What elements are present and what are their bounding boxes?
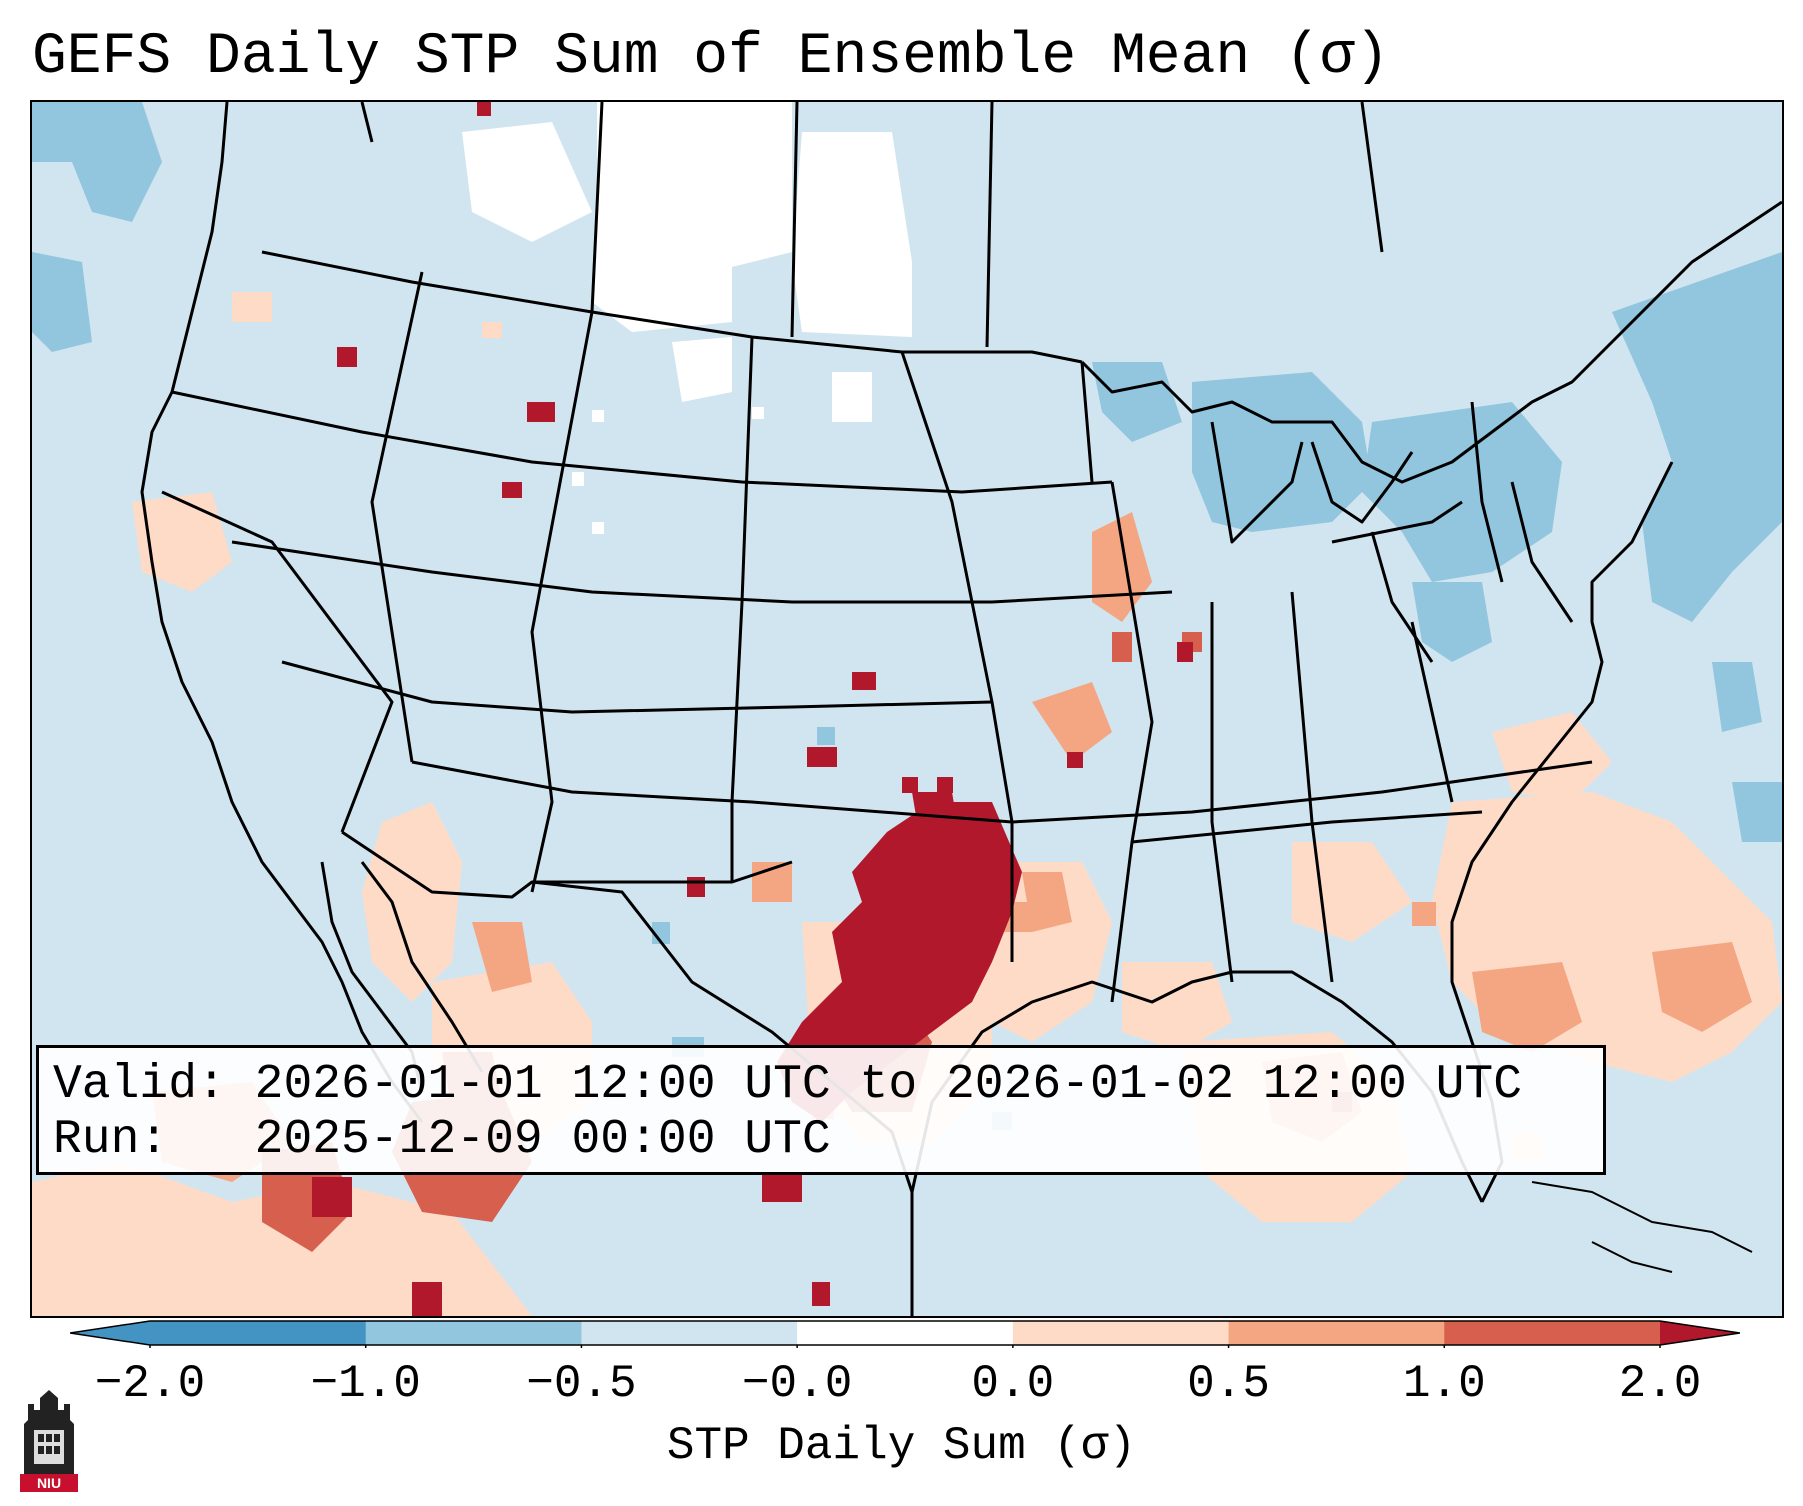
valid-run-info-box: Valid: 2026-01-01 12:00 UTC to 2026-01-0…	[36, 1045, 1606, 1175]
colorbar-label: STP Daily Sum (σ)	[666, 1420, 1137, 1472]
colorbar-tick-label: 1.0	[1402, 1358, 1486, 1410]
colorbar-tick-label: −0.5	[526, 1358, 637, 1410]
colorbar-segment	[797, 1321, 1014, 1345]
colorbar-segment	[581, 1321, 798, 1345]
colorbar-segment	[1228, 1321, 1445, 1345]
logo-text: NIU	[37, 1475, 61, 1491]
colorbar-tick-label: 0.0	[971, 1358, 1055, 1410]
geographic-boundaries	[140, 102, 1782, 1316]
colorbar-extend-low	[70, 1321, 150, 1345]
colorbar-segment	[1444, 1321, 1661, 1345]
colorbar-segment	[365, 1321, 582, 1345]
colorbar-tick-label: −0.0	[741, 1358, 853, 1410]
colorbar-segment	[150, 1321, 367, 1345]
chart-title: GEFS Daily STP Sum of Ensemble Mean (σ)	[32, 25, 1390, 90]
colorbar	[70, 1320, 1740, 1348]
colorbar-tick-label: −2.0	[94, 1358, 206, 1410]
colorbar-tick-label: 0.5	[1187, 1358, 1270, 1410]
colorbar-segments	[70, 1321, 1740, 1348]
field-blue-patches	[32, 102, 1782, 1130]
colorbar-tick-label: 2.0	[1618, 1358, 1702, 1410]
run-time-line: Run: 2025-12-09 00:00 UTC	[53, 1113, 831, 1167]
colorbar-segment	[1012, 1321, 1230, 1345]
field-darkred-core	[312, 102, 1193, 1316]
colorbar-tick-label: −1.0	[310, 1358, 421, 1410]
field-white-patches	[462, 102, 912, 534]
colorbar-outline	[70, 1320, 1740, 1346]
niu-logo: NIU	[20, 1390, 78, 1492]
colorbar-extend-high	[1660, 1321, 1740, 1345]
valid-time-line: Valid: 2026-01-01 12:00 UTC to 2026-01-0…	[53, 1058, 1523, 1112]
